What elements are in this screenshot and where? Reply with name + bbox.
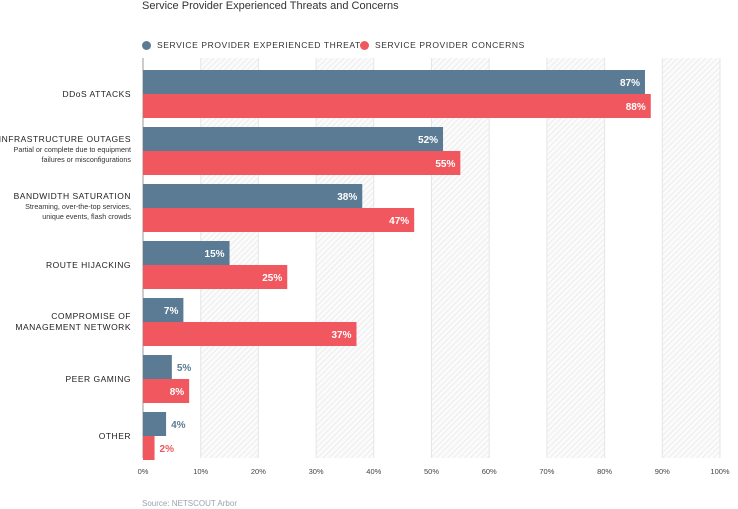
x-tick-label: 50% [424, 467, 439, 476]
source-note: Source: NETSCOUT Arbor [142, 499, 237, 508]
data-label: 7% [164, 306, 179, 317]
bar-threats [143, 184, 363, 208]
category-sublabel: unique events, flash crowds [42, 212, 131, 221]
data-label: 47% [389, 216, 409, 227]
x-tick-label: 60% [482, 467, 497, 476]
legend-item-concerns: SERVICE PROVIDER CONCERNS [360, 40, 525, 50]
bar-threats [143, 241, 230, 265]
legend-dot-threats [142, 40, 151, 50]
legend-dot-concerns [360, 40, 369, 50]
bar-concerns [143, 151, 461, 175]
legend-label-concerns: SERVICE PROVIDER CONCERNS [375, 40, 525, 50]
legend-label-threats: SERVICE PROVIDER EXPERIENCED THREATS [157, 40, 368, 50]
x-tick-label: 90% [655, 467, 670, 476]
data-label: 88% [626, 102, 646, 113]
grid-band [431, 58, 490, 458]
category-sublabel: Partial or complete due to equipment [14, 145, 131, 154]
category-sublabel: Streaming, over-the-top services, [25, 202, 131, 211]
bar-concerns [143, 208, 415, 232]
bar-concerns [143, 322, 357, 346]
bar-threats [143, 355, 172, 379]
bar-concerns [143, 265, 288, 289]
category-label: ROUTE HIJACKING [46, 260, 131, 270]
data-label: 38% [337, 192, 357, 203]
category-label: PEER GAMING [66, 374, 131, 384]
data-label: 25% [262, 273, 282, 284]
x-tick-label: 80% [597, 467, 612, 476]
x-tick-label: 100% [710, 467, 730, 476]
x-tick-label: 70% [539, 467, 554, 476]
x-tick-label: 20% [251, 467, 266, 476]
category-sublabel: failures or misconfigurations [42, 155, 132, 164]
category-label: BANDWIDTH SATURATION [14, 191, 131, 201]
x-tick-label: 30% [309, 467, 324, 476]
x-tick-label: 40% [366, 467, 381, 476]
bar-concerns [143, 94, 651, 118]
grid-band [662, 58, 720, 458]
data-label: 55% [435, 159, 455, 170]
data-label: 15% [205, 249, 225, 260]
bar-threats [143, 127, 444, 151]
bar-threats [143, 298, 184, 322]
data-label: 8% [170, 387, 185, 398]
chart-title: Service Provider Experienced Threats and… [142, 0, 399, 12]
grid-band [316, 58, 374, 458]
data-label: 5% [177, 363, 192, 374]
bar-concerns [143, 379, 190, 403]
category-label: MANAGEMENT NETWORK [15, 322, 131, 332]
x-tick-label: 10% [193, 467, 208, 476]
legend-item-threats: SERVICE PROVIDER EXPERIENCED THREATS [142, 40, 367, 50]
category-label: OTHER [99, 431, 131, 441]
x-tick-label: 0% [138, 467, 149, 476]
grid-band [546, 58, 605, 458]
category-label: DDoS ATTACKS [62, 89, 131, 99]
data-label: 52% [418, 135, 438, 146]
category-label: INFRASTRUCTURE OUTAGES [0, 134, 131, 144]
bar-concerns [143, 436, 155, 460]
data-label: 87% [620, 78, 640, 89]
data-label: 4% [171, 420, 186, 431]
bar-threats [143, 70, 645, 94]
bar-threats [143, 412, 167, 436]
data-label: 2% [160, 444, 175, 455]
category-label: COMPROMISE OF [51, 311, 131, 321]
data-label: 37% [331, 330, 351, 341]
